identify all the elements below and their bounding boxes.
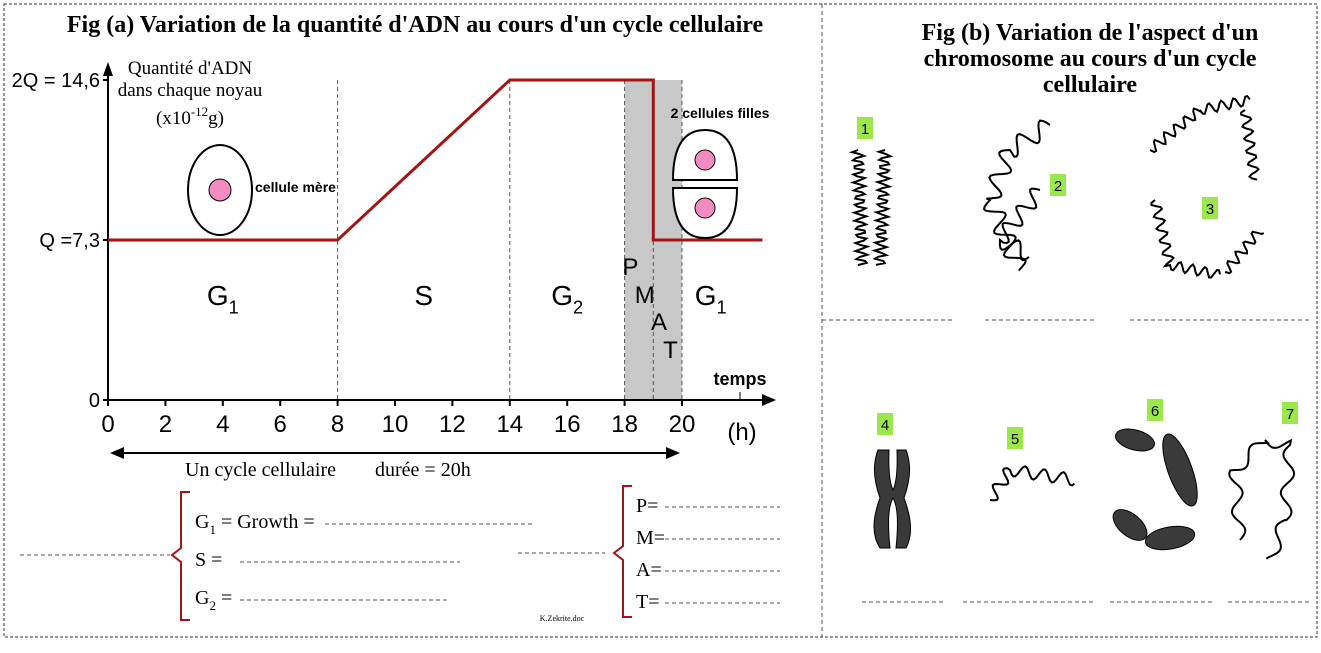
chromosome-drawing [852,150,867,265]
x-tick-label: 16 [554,411,581,438]
chromosome-drawing [1241,110,1258,180]
chromosome-drawing [875,150,891,265]
arrow-head [666,447,680,459]
chromosome-drawing [1225,232,1264,273]
stage-number: 3 [1206,201,1214,218]
x-tick-label: 8 [331,411,344,438]
phase-label-letter: S [414,280,433,311]
x-tick-label: 14 [496,411,523,438]
x-tick-label: 2 [159,411,172,438]
chromosome-drawing [874,450,911,548]
figure-b: Fig (b) Variation de l'aspect d'unchromo… [822,20,1310,602]
chromosome-drawing [1150,96,1250,152]
stage-number: 2 [1054,178,1062,195]
phase-label-letter: A [651,309,667,336]
legend-term-letter: G [195,587,209,609]
legend-eq: = [206,549,222,571]
credit: K.Zekrite.doc [540,614,585,623]
worksheet: Fig (a) Variation de la quantité d'ADN a… [0,0,1321,653]
phase-label-sub: 1 [229,297,239,317]
x-arrow [762,394,776,406]
phase-label: A [651,309,667,336]
x-tick-label: 6 [274,411,287,438]
stage-number: 1 [861,121,869,138]
cycle-duration: durée = 20h [375,459,471,481]
phase-label: G1 [207,280,239,317]
legend-phase: T= [636,591,660,613]
y-axis-unit: (x10-12g) [156,104,224,129]
x-tick-label: 0 [101,411,114,438]
chromosome-drawing [1113,425,1157,455]
stage-number: 6 [1151,403,1159,420]
stage-number: 5 [1011,431,1019,448]
unit-prefix: (x10 [156,108,191,129]
x-tick-label: 12 [439,411,466,438]
mother-cell-label: cellule mère [255,179,336,195]
bracket [614,486,632,617]
chromosome-drawing [990,466,1074,500]
legend-term-letter: G [195,511,209,533]
stage-number: 7 [1286,406,1294,423]
x-unit: (h) [727,419,756,446]
chromosome-drawing [1143,523,1196,553]
legend-term: S = [195,549,222,571]
legend-phase: P= [636,495,658,517]
legend-term: G2 = [195,587,232,613]
chromosome-drawing [1229,440,1294,559]
y-axis-label: dans chaque noyau [118,80,263,101]
legend-eq: = Growth = [216,511,315,533]
unit-suffix: g) [208,108,224,129]
y-axis-label: Quantité d'ADN [128,58,253,79]
nucleus [209,179,231,201]
chromosome-drawing [1156,430,1205,510]
phase-label: T [663,337,678,364]
x-tick-label: 10 [382,411,409,438]
x-tick-label: 18 [611,411,638,438]
phase-label: S [414,280,433,311]
nucleus [695,198,715,218]
figure-a-title: Fig (a) Variation de la quantité d'ADN a… [67,12,764,38]
unit-exp: -12 [191,104,208,119]
x-axis-label: temps [713,369,766,389]
bracket [172,492,190,620]
figure-b-title: chromosome au cours d'un cycle [924,46,1257,72]
phase-label-sub: 1 [717,297,727,317]
legend-term: G1 = Growth = [195,511,315,537]
phase-label: G2 [551,280,583,317]
phase-label: P [622,254,638,281]
legend-phase: A= [636,559,662,581]
chromosome-drawing [1000,189,1040,261]
daughter-cells-label: 2 cellules filles [671,105,770,121]
phase-label: G1 [695,280,727,317]
phase-label-sub: 2 [573,297,583,317]
x-tick-label: 20 [669,411,696,438]
stage-number: 4 [881,417,889,434]
x-tick-label: 4 [216,411,229,438]
y-tick-label: Q =7,3 [39,230,100,252]
phase-label-letter: P [622,254,638,281]
y-arrow [103,62,113,76]
arrow-head [110,447,124,459]
nucleus [695,150,715,170]
y-tick-label: 0 [89,390,100,412]
phase-label-letter: G [551,280,573,311]
legend-eq: = [216,587,232,609]
cycle-label: Un cycle cellulaire [185,459,336,481]
legend-term-letter: S [195,549,206,571]
legend-phase: M= [636,527,665,549]
chromosome-drawing [984,121,1050,271]
phase-label-letter: G [207,280,229,311]
phase-label-letter: T [663,337,678,364]
y-tick-label: 2Q = 14,6 [12,70,100,92]
figure-b-title: cellulaire [1043,72,1138,98]
phase-label-letter: M [635,282,655,309]
phase-label-letter: G [695,280,717,311]
phase-label: M [635,282,655,309]
figure-b-title: Fig (b) Variation de l'aspect d'un [922,20,1259,46]
